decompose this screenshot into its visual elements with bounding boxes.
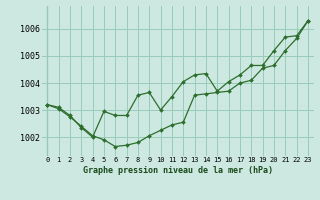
X-axis label: Graphe pression niveau de la mer (hPa): Graphe pression niveau de la mer (hPa) (83, 166, 273, 175)
